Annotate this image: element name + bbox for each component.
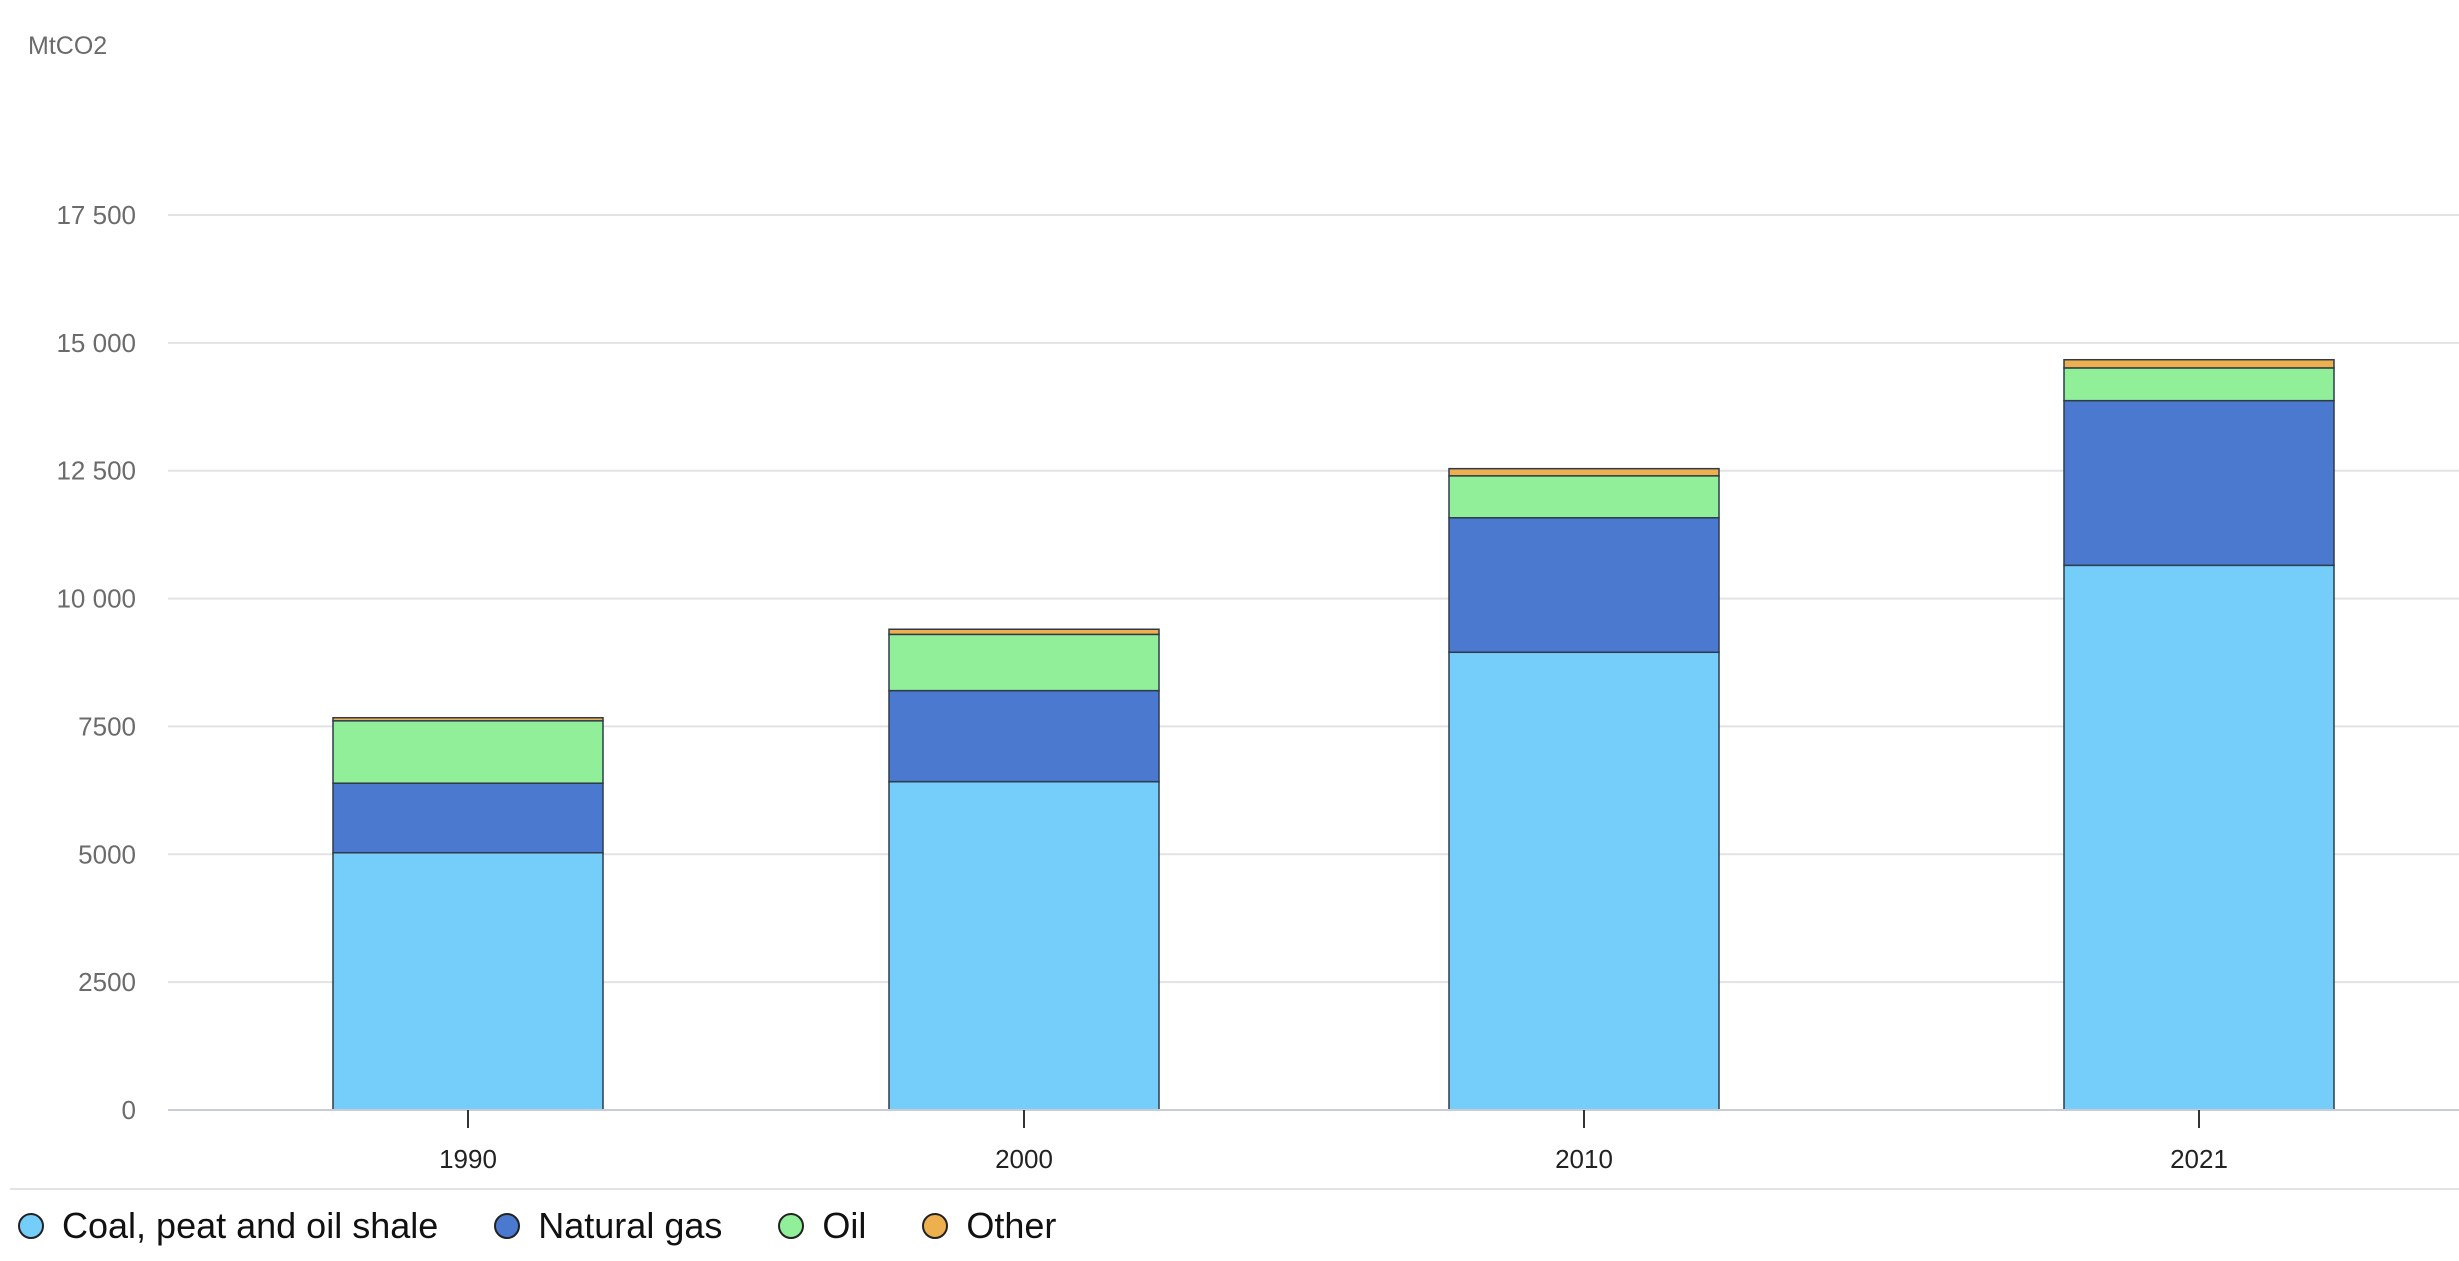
bar-segment-coal-peat-and-oil-shale[interactable]	[888, 780, 1160, 1111]
legend-swatch-icon	[18, 1213, 44, 1239]
x-tick-label: 1990	[439, 1144, 497, 1174]
x-tick-label: 2000	[995, 1144, 1053, 1174]
bar-segment-natural-gas[interactable]	[1448, 517, 1720, 654]
bar-segment-oil[interactable]	[2063, 367, 2335, 402]
bar-stack-2000	[888, 628, 1160, 1111]
x-tick-label: 2010	[1555, 1144, 1613, 1174]
bar-segment-coal-peat-and-oil-shale[interactable]	[332, 852, 604, 1111]
legend-label: Oil	[822, 1205, 867, 1246]
legend-item[interactable]: Other	[922, 1205, 1056, 1247]
bar-segment-other[interactable]	[1448, 467, 1720, 477]
legend-label: Natural gas	[538, 1205, 723, 1246]
y-tick-label: 2500	[78, 967, 136, 997]
legend-swatch-icon	[922, 1213, 949, 1239]
x-axis: 1990 2000 2010 2021	[168, 1109, 2459, 1174]
bar-segment-natural-gas[interactable]	[2063, 399, 2335, 567]
bar-segment-oil[interactable]	[1448, 475, 1720, 519]
bar-stack-1990	[332, 716, 604, 1111]
bars	[332, 358, 2335, 1111]
y-tick-label: 10 000	[56, 584, 136, 614]
y-axis-ticks: 0 2500 5000 7500 10 000 12 500 15 000 17 500	[56, 200, 136, 1125]
bar-segment-natural-gas[interactable]	[888, 689, 1160, 783]
y-tick-label: 12 500	[56, 456, 136, 486]
y-tick-label: 0	[122, 1095, 136, 1125]
legend-swatch-icon	[494, 1213, 521, 1239]
bar-segment-other[interactable]	[332, 716, 604, 722]
bar-segment-coal-peat-and-oil-shale[interactable]	[1448, 651, 1720, 1111]
y-tick-label: 17 500	[56, 200, 136, 230]
legend-item[interactable]: Natural gas	[494, 1205, 722, 1247]
legend-label: Coal, peat and oil shale	[62, 1205, 439, 1246]
bar-stack-2010	[1448, 467, 1720, 1111]
bar-stack-2021	[2063, 358, 2335, 1111]
bar-segment-oil[interactable]	[888, 633, 1160, 692]
legend-swatch-icon	[778, 1213, 805, 1239]
y-axis-unit-label: MtCO2	[28, 32, 107, 60]
legend-label: Other	[966, 1205, 1057, 1246]
bar-segment-oil[interactable]	[332, 720, 604, 784]
bar-segment-other[interactable]	[2063, 358, 2335, 369]
x-tick-label: 2021	[2170, 1144, 2228, 1174]
bar-segment-other[interactable]	[888, 628, 1160, 636]
bar-segment-coal-peat-and-oil-shale[interactable]	[2063, 564, 2335, 1111]
y-tick-label: 7500	[78, 711, 136, 741]
bar-segment-natural-gas[interactable]	[332, 782, 604, 854]
legend-item[interactable]: Oil	[778, 1205, 866, 1247]
y-tick-label: 15 000	[56, 328, 136, 358]
legend: Coal, peat and oil shale Natural gas Oil Ot…	[18, 1196, 1112, 1256]
y-tick-label: 5000	[78, 839, 136, 869]
legend-item[interactable]: Coal, peat and oil shale	[18, 1205, 438, 1247]
